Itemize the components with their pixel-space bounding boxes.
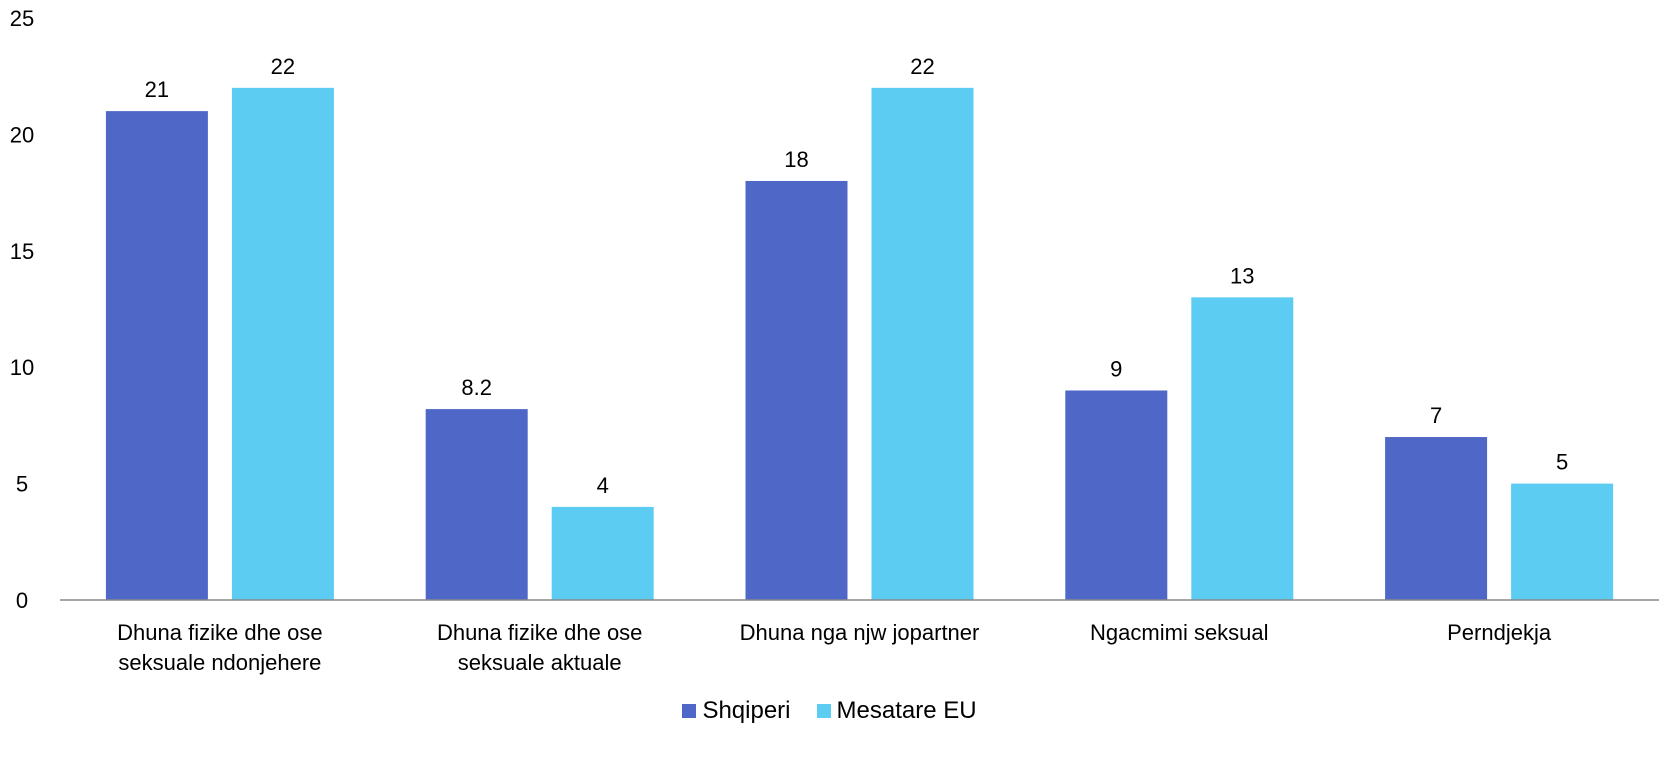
x-category-label-1-line-1: Dhuna fizike dhe ose xyxy=(117,620,322,645)
x-category-label-4: Ngacmimi seksual xyxy=(1090,620,1269,645)
y-tick-label-10: 10 xyxy=(10,355,34,380)
x-category-label-2-line-2: seksuale aktuale xyxy=(458,650,622,675)
y-axis: 0 5 10 15 20 25 xyxy=(10,6,34,613)
data-label-shqiperi-4: 9 xyxy=(1110,356,1122,381)
legend-label-shqiperi: Shqiperi xyxy=(702,697,791,724)
data-label-shqiperi-5: 7 xyxy=(1430,403,1442,428)
bar-shqiperi-3 xyxy=(745,180,848,600)
data-label-mesatare-eu-3: 22 xyxy=(910,54,934,79)
y-tick-label-25: 25 xyxy=(10,6,34,31)
x-category-label-5: Perndjekja xyxy=(1447,620,1552,645)
data-label-mesatare-eu-1: 22 xyxy=(271,54,295,79)
y-tick-label-20: 20 xyxy=(10,122,34,147)
x-category-label-1-line-2: seksuale ndonjehere xyxy=(118,650,321,675)
bar-shqiperi-2 xyxy=(425,409,528,600)
value-labels: 21 22 8.2 4 18 22 9 13 7 5 xyxy=(145,54,1569,498)
bar-mesatare-eu-4 xyxy=(1191,297,1294,600)
bar-chart: 0 5 10 15 20 25 21 22 8.2 4 18 22 9 13 7 5 Dhuna fizik… xyxy=(10,6,1659,675)
data-label-shqiperi-3: 18 xyxy=(784,147,808,172)
data-label-mesatare-eu-5: 5 xyxy=(1556,450,1568,475)
y-tick-label-15: 15 xyxy=(10,239,34,264)
bar-shqiperi-1 xyxy=(105,111,208,601)
y-tick-label-5: 5 xyxy=(16,472,28,497)
bar-shqiperi-4 xyxy=(1065,390,1168,600)
x-category-label-2-line-1: Dhuna fizike dhe ose xyxy=(437,620,642,645)
bar-mesatare-eu-1 xyxy=(231,87,334,601)
bar-mesatare-eu-2 xyxy=(551,506,654,600)
y-tick-label-0: 0 xyxy=(16,588,28,613)
bar-shqiperi-5 xyxy=(1385,437,1488,600)
data-label-mesatare-eu-2: 4 xyxy=(597,473,609,498)
bar-mesatare-eu-5 xyxy=(1511,483,1614,600)
data-label-shqiperi-1: 21 xyxy=(145,77,169,102)
legend-swatch-shqiperi xyxy=(682,704,697,718)
x-axis: Dhuna fizike dhe ose seksuale ndonjehere D… xyxy=(117,620,1552,675)
bar-mesatare-eu-3 xyxy=(871,87,974,601)
x-category-label-3: Dhuna nga njw jopartner xyxy=(740,620,980,645)
data-label-mesatare-eu-4: 13 xyxy=(1230,263,1254,288)
data-label-shqiperi-2: 8.2 xyxy=(461,375,492,400)
legend-item-mesatare-eu: Mesatare EU xyxy=(816,697,977,725)
legend: Shqiperi Mesatare EU xyxy=(0,697,1659,725)
legend-swatch-mesatare-eu xyxy=(816,704,831,718)
legend-item-shqiperi: Shqiperi xyxy=(682,697,791,725)
legend-label-mesatare-eu: Mesatare EU xyxy=(836,697,977,724)
bars xyxy=(105,87,1614,601)
